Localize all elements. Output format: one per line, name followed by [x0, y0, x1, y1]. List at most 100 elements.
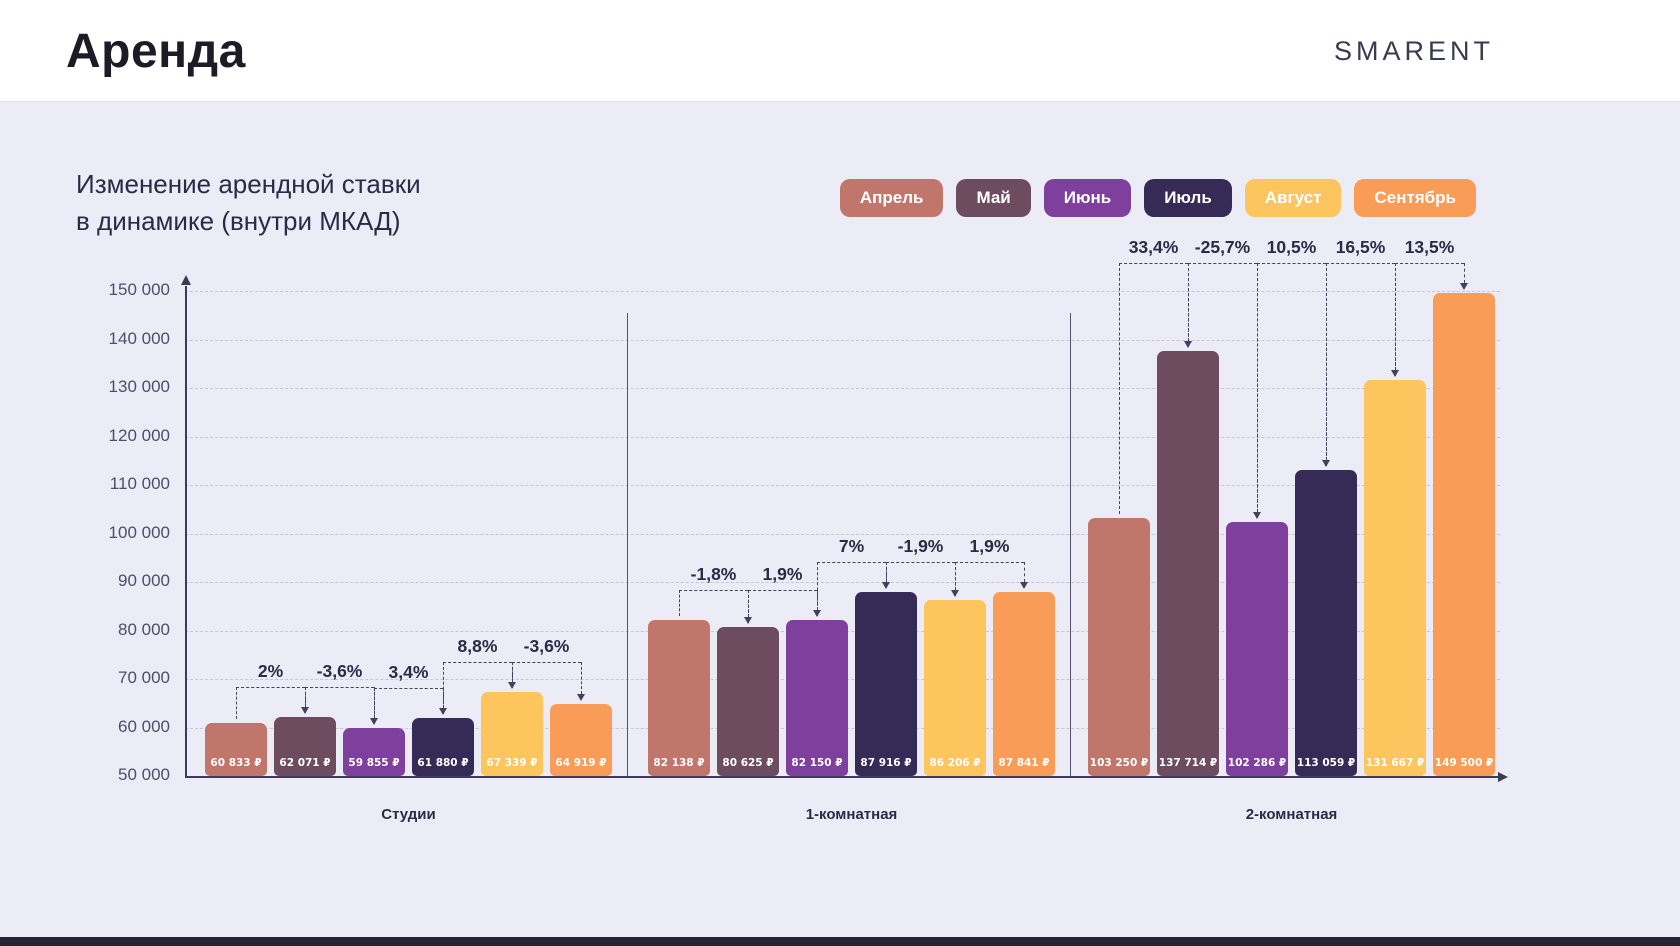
bar-value-label: 64 919 ₽: [555, 756, 607, 769]
change-connector-drop: [748, 590, 749, 624]
change-connector: [305, 687, 374, 689]
change-percent-label: 16,5%: [1335, 237, 1386, 258]
gridline: [185, 436, 1500, 438]
bar: 60 833 ₽: [205, 723, 267, 776]
group-label: 2-комнатная: [1245, 806, 1338, 823]
change-connector-drop: [1188, 263, 1189, 347]
bar: 62 071 ₽: [274, 717, 336, 776]
change-connector: [955, 562, 1024, 564]
bar: 102 286 ₽: [1226, 522, 1288, 776]
bar: 87 916 ₽: [855, 592, 917, 776]
change-connector: [236, 687, 305, 689]
y-axis-tick-label: 110 000: [109, 474, 170, 493]
legend-pill-month[interactable]: Май: [956, 179, 1031, 217]
change-connector-drop: [1024, 562, 1025, 583]
change-connector-drop: [1395, 263, 1396, 376]
change-connector-drop: [512, 661, 513, 688]
chart-title-line2: в динамике (внутри МКАД): [76, 206, 401, 236]
legend-pill-month[interactable]: Июль: [1144, 179, 1232, 217]
group-label: Студии: [381, 806, 436, 823]
bar: 86 206 ₽: [924, 600, 986, 776]
change-connector: [748, 590, 817, 592]
change-connector: [679, 590, 748, 592]
change-connector: [817, 562, 886, 564]
change-percent-label: 13,5%: [1404, 237, 1455, 258]
legend-pill-month[interactable]: Июнь: [1043, 179, 1132, 217]
change-connector: [443, 661, 512, 663]
change-percent-label: -25,7%: [1194, 237, 1251, 258]
bar-value-label: 102 286 ₽: [1227, 756, 1287, 769]
y-axis-arrow: [181, 275, 191, 285]
legend-pill-month[interactable]: Август: [1244, 179, 1342, 217]
legend: Апрель Май Июнь Июль Август Сентябрь: [839, 179, 1476, 217]
bar: 149 500 ₽: [1433, 293, 1495, 776]
change-connector: [886, 562, 955, 564]
bar: 82 150 ₽: [786, 620, 848, 776]
y-axis-tick-label: 150 000: [108, 280, 170, 299]
gridline: [185, 291, 1500, 292]
change-connector: [1119, 263, 1188, 265]
change-connector-drop: [1119, 263, 1120, 514]
gridline: [185, 339, 1500, 341]
bar: 67 339 ₽: [481, 691, 543, 776]
y-axis-tick-label: 80 000: [118, 619, 170, 639]
change-percent-label: 1,9%: [969, 536, 1010, 557]
change-connector: [374, 688, 443, 690]
change-percent-label: -1,9%: [897, 536, 944, 557]
legend-pill-month[interactable]: Сентябрь: [1354, 179, 1476, 217]
bar-value-label: 67 339 ₽: [486, 756, 538, 769]
bar-value-label: 62 071 ₽: [279, 756, 331, 769]
bar: 80 625 ₽: [717, 627, 779, 776]
gridline: [185, 485, 1500, 486]
y-axis-line: [185, 286, 187, 776]
group-separator: [627, 313, 628, 776]
bar: 131 667 ₽: [1364, 379, 1426, 776]
change-percent-label: -1,8%: [690, 564, 737, 585]
bar-value-label: 149 500 ₽: [1434, 756, 1494, 769]
change-arrow-down-icon: [577, 693, 585, 701]
change-percent-label: -3,6%: [316, 661, 363, 682]
gridline: [185, 388, 1500, 389]
change-percent-label: 1,9%: [762, 564, 803, 585]
legend-pill-month[interactable]: Апрель: [839, 179, 944, 217]
change-connector: [1188, 263, 1257, 265]
bar: 103 250 ₽: [1088, 517, 1150, 776]
bar-value-label: 131 667 ₽: [1365, 756, 1425, 769]
bar: 61 880 ₽: [412, 718, 474, 776]
y-axis-tick-label: 70 000: [118, 668, 170, 687]
change-connector-drop: [236, 687, 237, 720]
bar-value-label: 87 841 ₽: [998, 756, 1050, 769]
bar: 64 919 ₽: [550, 703, 612, 776]
bar-value-label: 59 855 ₽: [348, 756, 400, 769]
y-axis-tick-label: 140 000: [108, 328, 170, 348]
chart-title-line1: Изменение арендной ставки: [76, 169, 421, 199]
change-connector-drop: [817, 562, 818, 617]
change-connector-drop: [1257, 263, 1258, 519]
change-connector-drop: [1464, 263, 1465, 284]
bar-value-label: 113 059 ₽: [1296, 756, 1356, 769]
change-connector: [512, 661, 581, 663]
bar: 113 059 ₽: [1295, 470, 1357, 776]
change-connector-drop: [305, 687, 306, 714]
change-connector: [1395, 263, 1464, 265]
bar-value-label: 86 206 ₽: [929, 756, 981, 769]
change-connector-drop: [955, 562, 956, 597]
change-percent-label: 10,5%: [1266, 237, 1317, 258]
group-label: 1-комнатная: [805, 806, 898, 823]
y-axis-tick-label: 60 000: [118, 716, 170, 736]
brand-logo: SMARENT: [1333, 36, 1494, 66]
y-axis-tick-label: 120 000: [108, 425, 170, 445]
change-percent-label: 8,8%: [457, 635, 498, 656]
y-axis-tick-label: 130 000: [108, 377, 170, 396]
change-percent-label: 7%: [838, 536, 865, 557]
y-axis-tick-label: 50 000: [118, 765, 170, 784]
change-connector: [1326, 263, 1395, 265]
bar-value-label: 87 916 ₽: [860, 756, 912, 769]
footer-bar: [0, 937, 1680, 946]
change-percent-label: -3,6%: [523, 635, 570, 656]
change-connector-drop: [1326, 263, 1327, 467]
y-axis-tick-label: 90 000: [118, 571, 170, 590]
change-arrow-down-icon: [1020, 582, 1028, 590]
bar-value-label: 61 880 ₽: [417, 756, 469, 769]
bar-value-label: 103 250 ₽: [1089, 756, 1149, 769]
